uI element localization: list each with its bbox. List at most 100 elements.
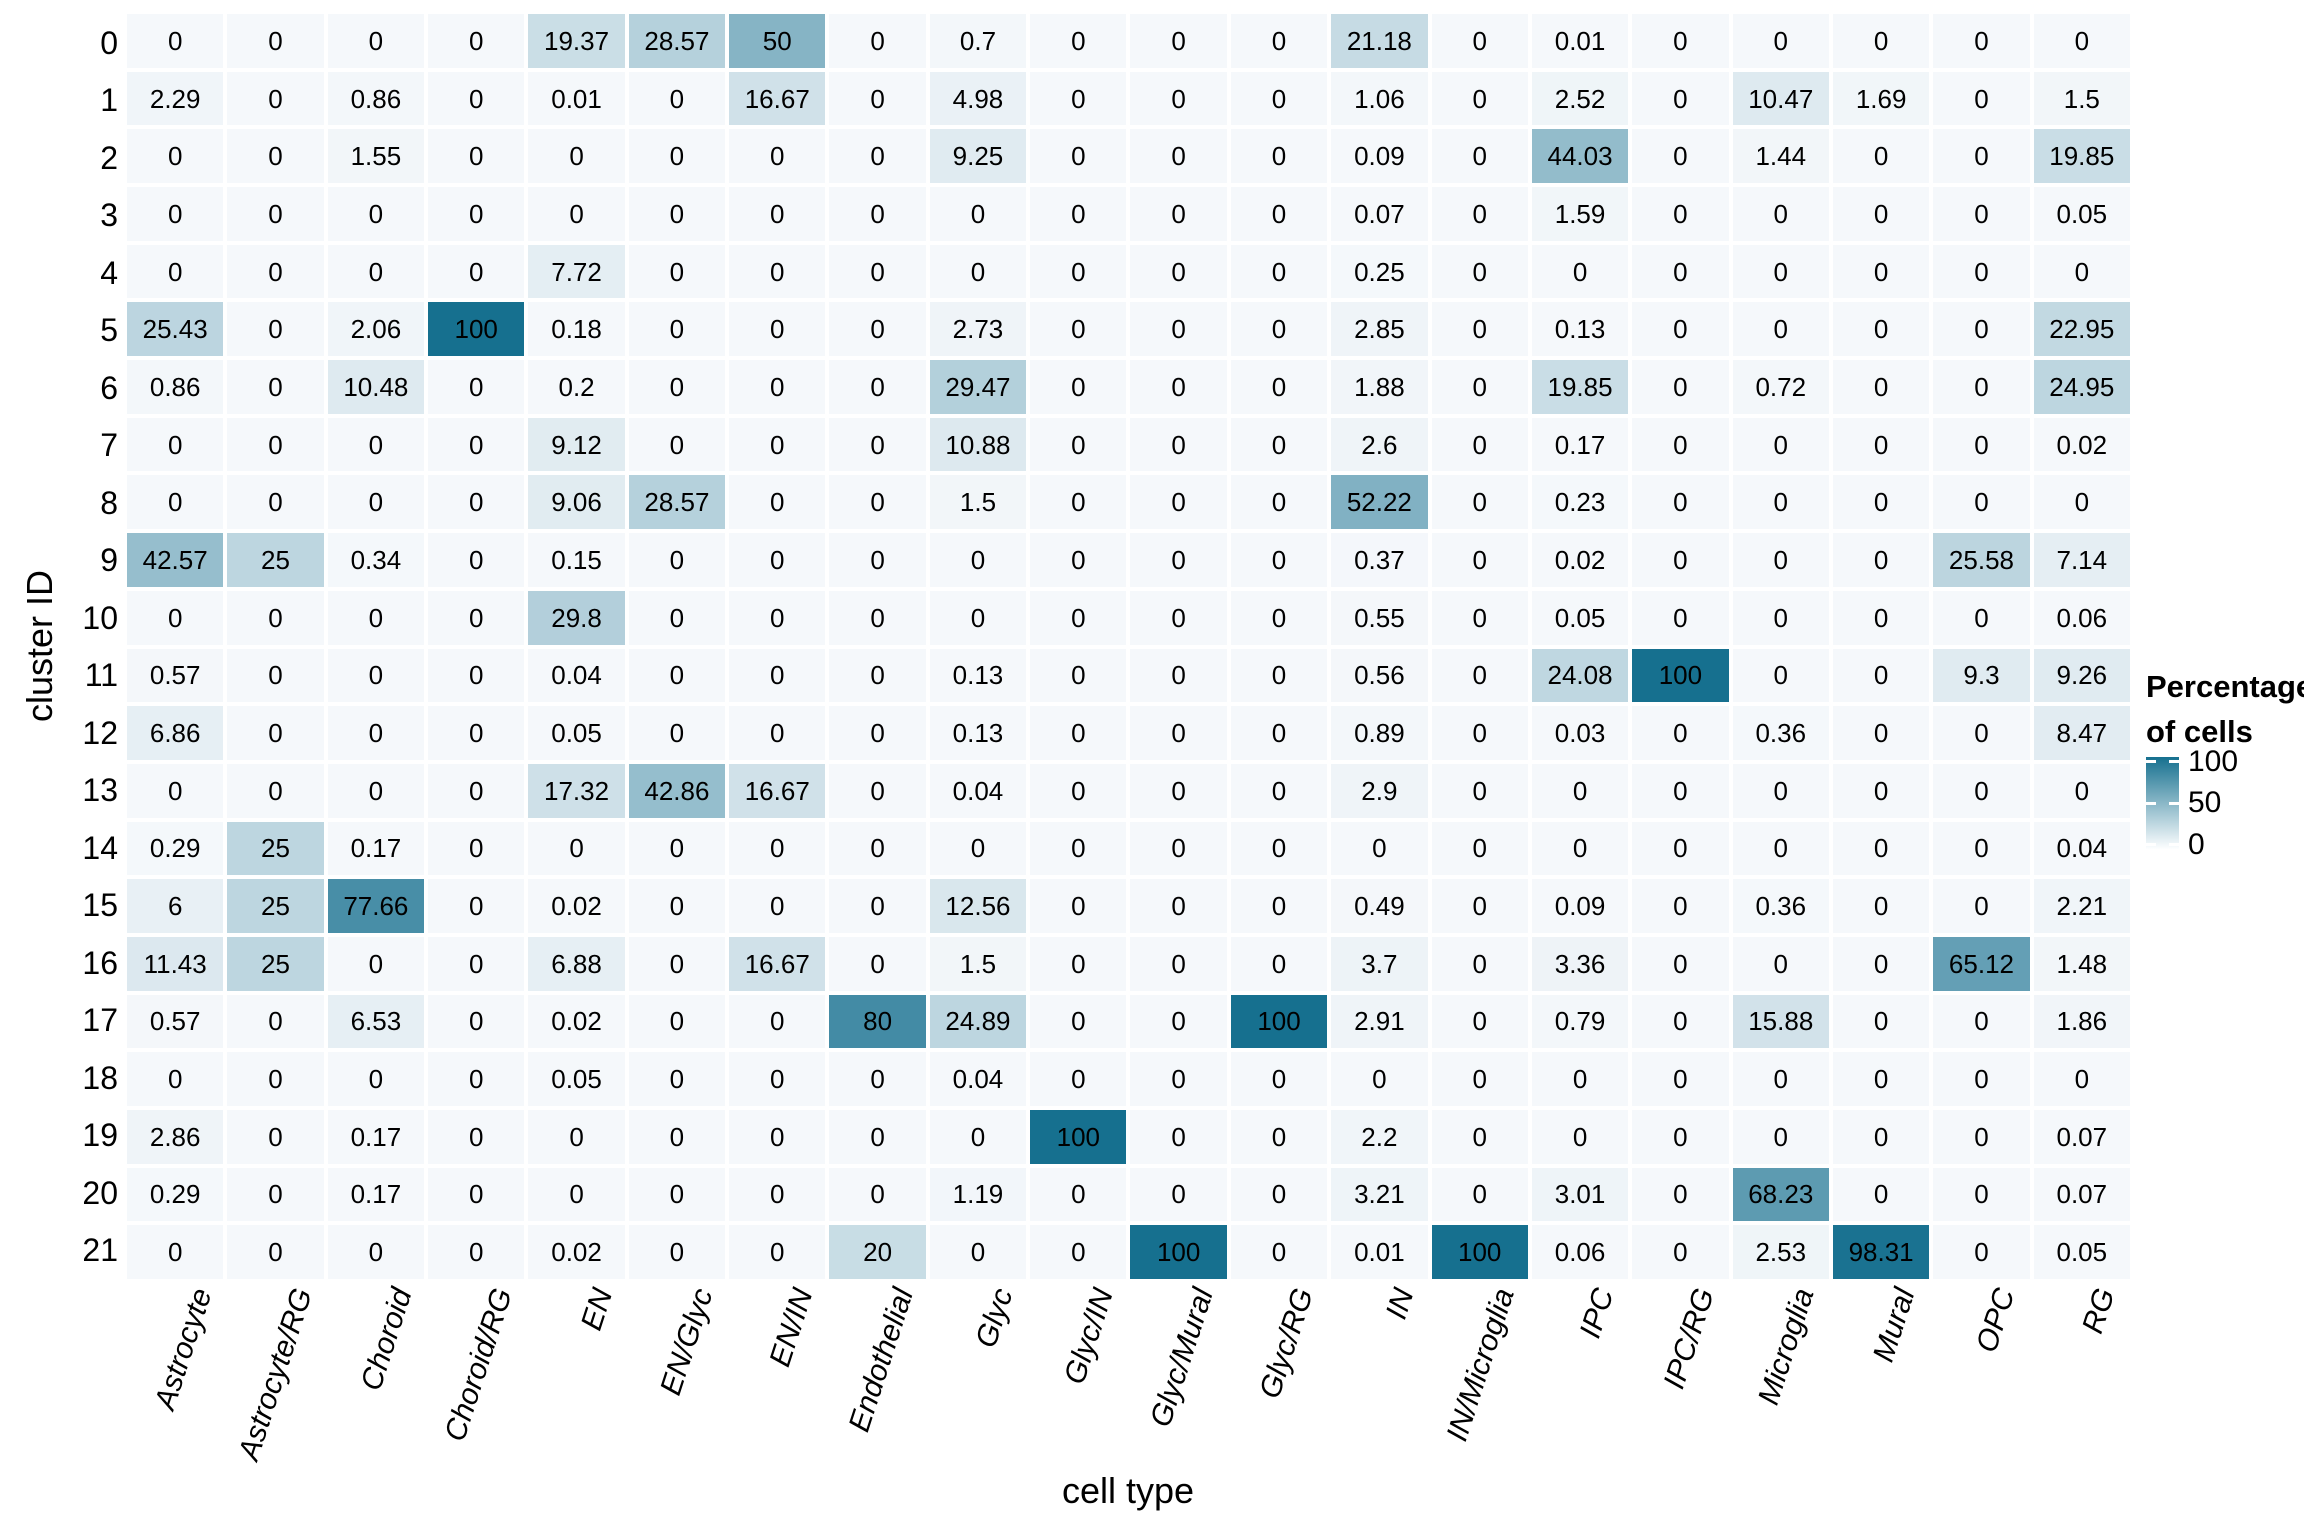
heatmap-cell: 0 [1832, 533, 1930, 587]
y-tick-label: 1 [100, 82, 118, 119]
heatmap-cell: 25 [227, 936, 324, 991]
heatmap-cell: 0 [1130, 14, 1227, 68]
heatmap-cell: 10.88 [929, 417, 1027, 472]
heatmap-cell: 25 [227, 533, 324, 587]
heatmap-cell: 0 [1431, 533, 1528, 587]
heatmap-cell: 1.48 [2033, 936, 2130, 991]
heatmap-cell: 0 [1230, 1052, 1328, 1106]
x-axis-title: cell type [1061, 1470, 1195, 1511]
heatmap-cell: 0 [2033, 244, 2130, 299]
heatmap-cell: 0 [1933, 475, 2030, 530]
heatmap-cell: 0 [1030, 533, 1127, 587]
heatmap-cell: 0 [829, 1109, 926, 1164]
y-tick-label: 16 [82, 944, 118, 981]
y-tick-label: 10 [82, 599, 118, 636]
heatmap-cell: 0 [428, 71, 525, 126]
heatmap-cell: 0 [829, 302, 926, 357]
heatmap-cell: 1.86 [2033, 994, 2130, 1049]
heatmap-cell: 9.3 [1933, 648, 2030, 703]
heatmap-cell: 0 [1933, 1167, 2030, 1222]
heatmap-cell: 25.43 [127, 302, 224, 357]
heatmap-cell: 0 [829, 648, 926, 703]
heatmap-cell: 0.04 [929, 1052, 1027, 1106]
heatmap-cell: 0 [127, 187, 224, 241]
heatmap-cell: 0 [1732, 590, 1829, 645]
heatmap-cell: 0 [1130, 475, 1227, 530]
heatmap-cell: 1.06 [1331, 71, 1428, 126]
heatmap-cell: 0 [628, 706, 726, 760]
heatmap-cell: 0.17 [327, 821, 425, 876]
heatmap-cell: 1.88 [1331, 360, 1428, 414]
legend-tick-label: 50 [2188, 786, 2222, 819]
heatmap-cell: 0 [1230, 187, 1328, 241]
heatmap-cell: 0 [528, 1109, 625, 1164]
x-tick-label: EN/Glyc [653, 1284, 720, 1400]
heatmap-cell: 100 [1431, 1225, 1528, 1279]
heatmap-cell: 0 [1632, 417, 1729, 472]
heatmap-cell: 2.85 [1331, 302, 1428, 357]
heatmap-cell: 0 [1632, 590, 1729, 645]
heatmap-cell: 0 [1531, 763, 1629, 818]
heatmap-cell: 0 [1431, 994, 1528, 1049]
heatmap-cell: 0 [1632, 994, 1729, 1049]
heatmap-cell: 0 [1933, 187, 2030, 241]
legend-tick-dash [2169, 801, 2179, 805]
heatmap-cell: 0 [1130, 821, 1227, 876]
heatmap-cell: 0.07 [1331, 187, 1428, 241]
heatmap-cell: 0.05 [1531, 590, 1629, 645]
heatmap-cell: 0 [829, 14, 926, 68]
x-tick-label: Choroid [355, 1284, 419, 1395]
heatmap-cell: 0 [1832, 821, 1930, 876]
heatmap-cell: 0 [127, 1052, 224, 1106]
heatmap-cell: 0 [1030, 821, 1127, 876]
heatmap-cell: 0 [1933, 821, 2030, 876]
heatmap-cell: 0 [1832, 1109, 1930, 1164]
heatmap-cell: 0.02 [2033, 417, 2130, 472]
heatmap-cell: 0 [1732, 417, 1829, 472]
heatmap-cell: 0 [227, 590, 324, 645]
heatmap-cell: 100 [1130, 1225, 1227, 1279]
heatmap-cell: 0 [127, 417, 224, 472]
heatmap-cell: 100 [428, 302, 525, 357]
heatmap-cell: 0 [327, 648, 425, 703]
heatmap-cell: 0 [1030, 244, 1127, 299]
heatmap-cell: 0 [1431, 706, 1528, 760]
heatmap-cell: 0 [1230, 706, 1328, 760]
heatmap-cell: 0 [1933, 1225, 2030, 1279]
heatmap-cell: 0 [1732, 648, 1829, 703]
heatmap-cell: 0 [1933, 129, 2030, 184]
heatmap-cell: 15.88 [1732, 994, 1829, 1049]
heatmap-cell: 0 [1832, 302, 1930, 357]
y-tick-label: 4 [100, 254, 118, 291]
heatmap-cell: 3.7 [1331, 936, 1428, 991]
heatmap-cell: 0 [1933, 244, 2030, 299]
heatmap-cell: 0 [227, 244, 324, 299]
heatmap-cell: 0 [1230, 360, 1328, 414]
heatmap-cell: 0 [1632, 936, 1729, 991]
heatmap-cell: 0 [1130, 1052, 1227, 1106]
heatmap-cell: 0 [1832, 14, 1930, 68]
heatmap-cell: 0 [628, 417, 726, 472]
heatmap-cell: 0 [729, 821, 826, 876]
x-tick-label: EN [574, 1284, 620, 1335]
heatmap-cell: 25 [227, 821, 324, 876]
heatmap-cell: 0 [1732, 936, 1829, 991]
heatmap-cell: 0 [1431, 1052, 1528, 1106]
heatmap-cell: 0 [428, 936, 525, 991]
heatmap-cell: 0.02 [528, 879, 625, 933]
heatmap-cell: 0 [1431, 763, 1528, 818]
heatmap-cell: 0.04 [2033, 821, 2130, 876]
heatmap-cell: 42.86 [628, 763, 726, 818]
heatmap-cell: 0.49 [1331, 879, 1428, 933]
heatmap-cell: 0 [2033, 475, 2130, 530]
heatmap-cell: 0 [327, 475, 425, 530]
heatmap-cell: 0 [327, 417, 425, 472]
heatmap-cell: 0 [829, 706, 926, 760]
heatmap-cell: 16.67 [729, 936, 826, 991]
heatmap-cell: 0 [327, 590, 425, 645]
heatmap-cell: 0 [1130, 417, 1227, 472]
heatmap-cell: 16.67 [729, 71, 826, 126]
y-tick-label: 7 [100, 427, 118, 464]
heatmap-cell: 0.34 [327, 533, 425, 587]
heatmap-cell: 0 [2033, 14, 2130, 68]
